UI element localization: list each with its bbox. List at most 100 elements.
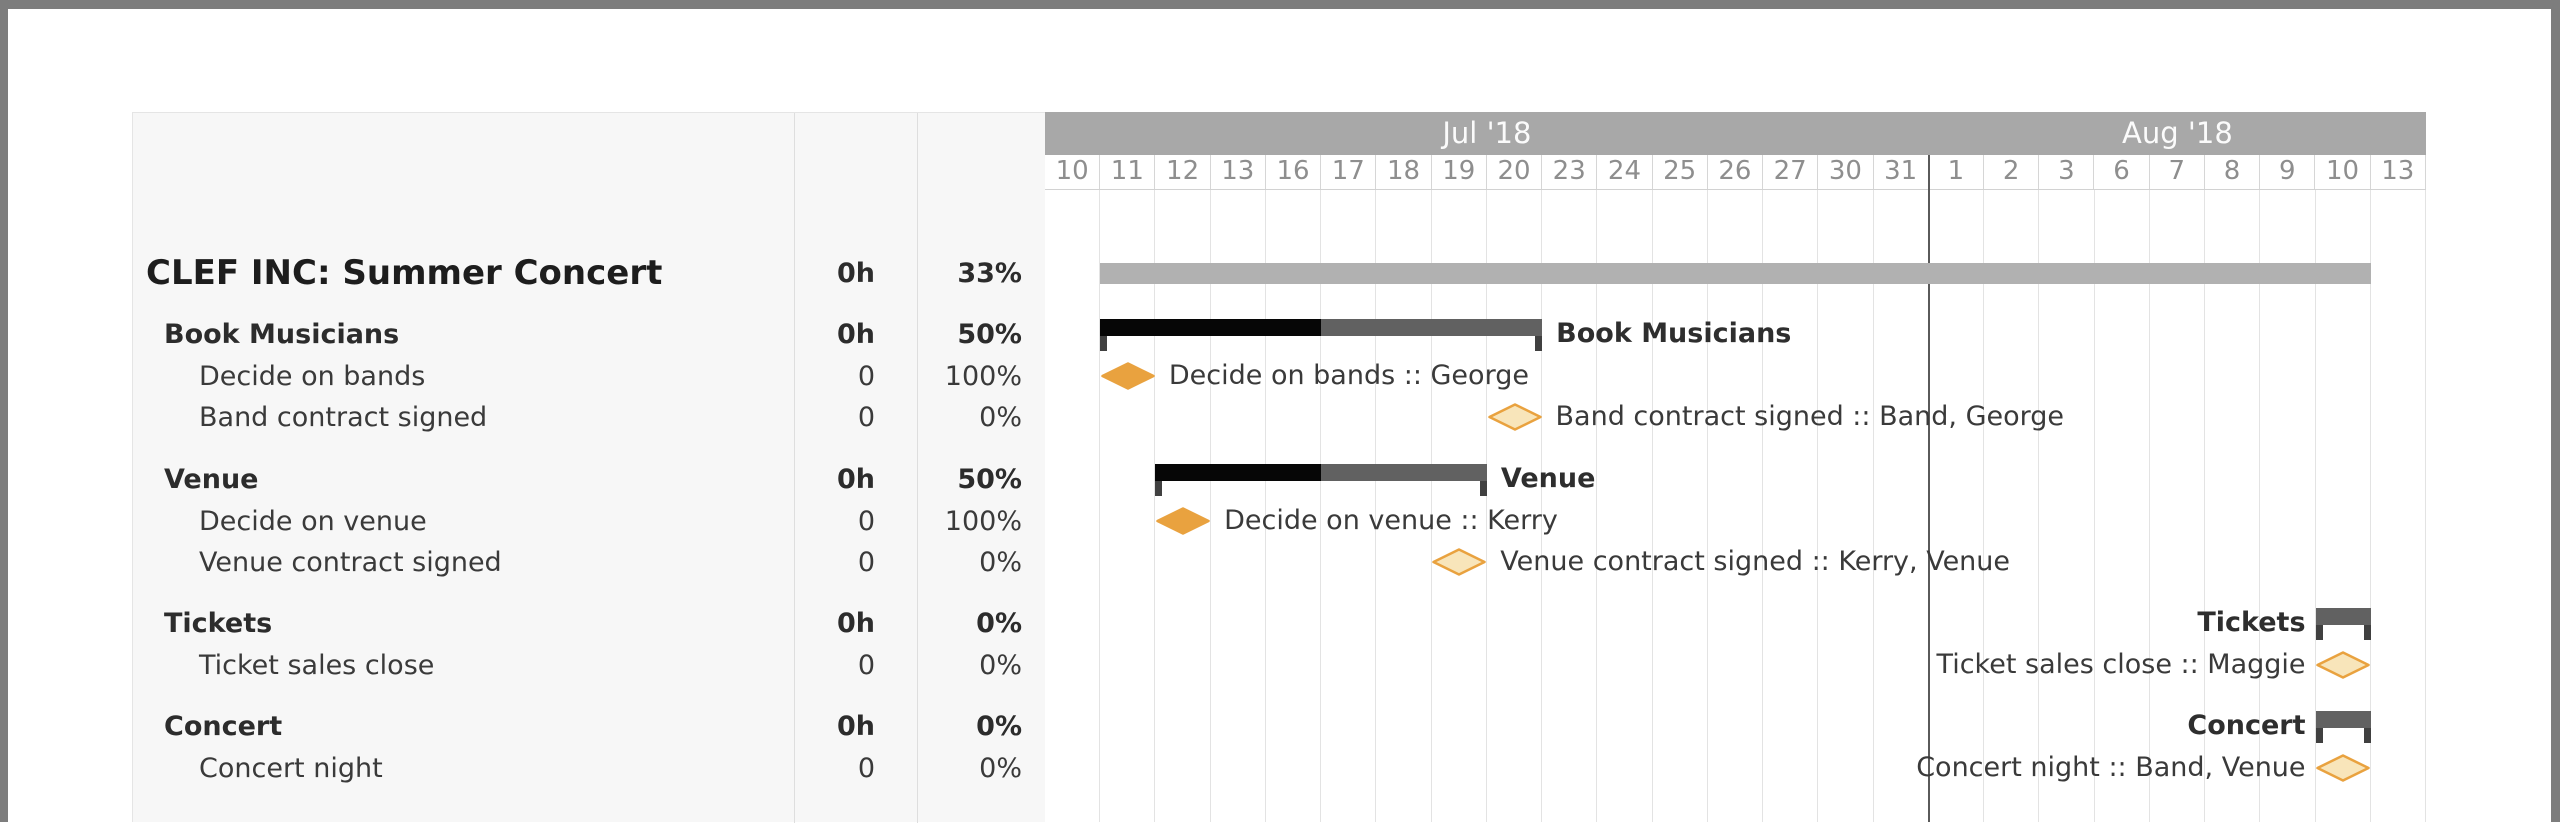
milestone-diamond-icon <box>1432 548 1487 576</box>
grid-line <box>1485 190 1487 822</box>
grid-line <box>1430 190 1432 822</box>
grid-line <box>1375 190 1377 822</box>
day-header-cell: 25 <box>1653 155 1708 189</box>
task-hours-book-musicians[interactable]: 0h <box>836 319 875 351</box>
gantt-chart: Jul '18 Aug '18 10 11 12 13 16 17 18 19 20 23 24 25 2… <box>1045 112 2426 822</box>
task-name-clef-inc-summer-concert[interactable]: CLEF INC: Summer Concert <box>146 253 663 294</box>
summary-bar-left-leg <box>2315 624 2323 640</box>
day-header-cell: 2 <box>1984 155 2040 189</box>
month-header-jul-18: Jul '18 <box>1045 112 1929 155</box>
task-name-band-contract-signed[interactable]: Band contract signed <box>199 402 488 434</box>
project-summary-bar[interactable] <box>1100 262 2371 284</box>
task-name-ticket-sales-close[interactable]: Ticket sales close <box>199 649 435 681</box>
group-bar-label-concert: Concert <box>2187 710 2306 741</box>
milestone-decide-on-bands[interactable] <box>1101 361 1155 390</box>
day-header-cell: 30 <box>1818 155 1874 189</box>
task-percent-tickets[interactable]: 0% <box>976 608 1022 640</box>
grid-line <box>2369 190 2371 822</box>
day-header-cell: 18 <box>1376 155 1432 189</box>
milestone-label-band-contract-signed: Band contract signed :: Band, George <box>1555 401 2064 433</box>
grid-line <box>2148 190 2150 822</box>
task-percent-band-contract-signed[interactable]: 0% <box>979 402 1022 434</box>
milestone-label-decide-on-venue: Decide on venue :: Kerry <box>1224 504 1558 536</box>
group-bar-label-book-musicians: Book Musicians <box>1556 318 1792 349</box>
milestone-venue-contract-signed[interactable] <box>1432 548 1487 576</box>
milestone-label-venue-contract-signed: Venue contract signed :: Kerry, Venue <box>1500 546 2011 578</box>
task-name-concert-night[interactable]: Concert night <box>199 752 383 784</box>
column-separator-hours <box>794 113 795 823</box>
task-name-venue[interactable]: Venue <box>164 464 259 496</box>
project-gantt-panel: CLEF INC: Summer Concert 0h 33% Book Musici… <box>132 112 2426 823</box>
day-header-cell: 23 <box>1542 155 1598 189</box>
summary-bar-base <box>2315 710 2371 728</box>
milestone-label-concert-night: Concert night :: Band, Venue <box>1916 751 2306 783</box>
task-name-tickets[interactable]: Tickets <box>164 608 273 640</box>
task-percent-ticket-sales-close[interactable]: 0% <box>979 649 1022 681</box>
table-row-clef-inc-summer-concert: CLEF INC: Summer Concert 0h 33% <box>133 253 1046 295</box>
task-percent-decide-on-venue[interactable]: 100% <box>944 505 1022 537</box>
milestone-diamond-icon <box>1156 506 1210 535</box>
task-name-venue-contract-signed[interactable]: Venue contract signed <box>199 547 502 579</box>
task-percent-decide-on-bands[interactable]: 100% <box>944 360 1022 392</box>
grid-line <box>1154 190 1156 822</box>
summary-bar-left-leg <box>1155 480 1163 496</box>
table-row-concert: Concert 0h 0% <box>133 706 1046 748</box>
task-name-decide-on-bands[interactable]: Decide on bands <box>199 360 426 392</box>
task-name-decide-on-venue[interactable]: Decide on venue <box>199 505 427 537</box>
task-name-concert[interactable]: Concert <box>164 711 283 743</box>
task-hours-venue-contract-signed[interactable]: 0 <box>857 547 875 579</box>
month-header-row: Jul '18 Aug '18 <box>1045 112 2426 155</box>
task-percent-book-musicians[interactable]: 50% <box>957 319 1022 351</box>
day-header-cell: 3 <box>2039 155 2095 189</box>
milestone-diamond-icon <box>2316 753 2370 782</box>
day-header-cell: 26 <box>1708 155 1764 189</box>
day-header-cell: 9 <box>2260 155 2316 189</box>
table-row-venue: Venue 0h 50% <box>133 459 1046 501</box>
task-percent-concert[interactable]: 0% <box>976 711 1022 743</box>
group-summary-bar-venue[interactable] <box>1155 463 1487 496</box>
grid-line <box>1651 190 1653 822</box>
grid-line <box>1596 190 1598 822</box>
milestone-decide-on-venue[interactable] <box>1156 506 1210 535</box>
task-hours-decide-on-venue[interactable]: 0 <box>857 505 875 537</box>
grid-line <box>1706 190 1708 822</box>
summary-bar-base <box>2315 607 2371 625</box>
day-header-cell: 10 <box>1045 155 1101 189</box>
task-name-book-musicians[interactable]: Book Musicians <box>164 319 400 351</box>
task-hours-concert[interactable]: 0h <box>836 711 875 743</box>
milestone-band-contract-signed[interactable] <box>1487 403 1542 431</box>
task-hours-ticket-sales-close[interactable]: 0 <box>857 649 875 681</box>
grid-line <box>2093 190 2095 822</box>
task-hours-decide-on-bands[interactable]: 0 <box>857 360 875 392</box>
milestone-concert-night[interactable] <box>2316 753 2370 782</box>
task-percent-concert-night[interactable]: 0% <box>979 752 1022 784</box>
day-header-cell: 17 <box>1321 155 1377 189</box>
day-header-cell: 1 <box>1929 155 1984 189</box>
grid-line <box>1872 190 1874 822</box>
day-header-cell: 8 <box>2205 155 2261 189</box>
task-hours-tickets[interactable]: 0h <box>836 608 875 640</box>
month-header-aug-18: Aug '18 <box>1928 112 2426 155</box>
grid-line <box>1099 190 1101 822</box>
group-summary-bar-tickets[interactable] <box>2315 607 2371 640</box>
task-percent-venue-contract-signed[interactable]: 0% <box>979 547 1022 579</box>
milestone-ticket-sales-close[interactable] <box>2316 650 2370 679</box>
grid-line <box>1209 190 1211 822</box>
task-hours-clef-inc-summer-concert[interactable]: 0h <box>836 258 875 290</box>
task-percent-venue[interactable]: 50% <box>957 464 1022 496</box>
table-row-ticket-sales-close: Ticket sales close 0 0% <box>133 645 1046 687</box>
grid-line <box>1320 190 1322 822</box>
group-summary-bar-book-musicians[interactable] <box>1100 318 1543 351</box>
task-hours-concert-night[interactable]: 0 <box>857 752 875 784</box>
summary-bar-left-leg <box>2315 727 2323 743</box>
day-header-cell: 13 <box>1211 155 1266 189</box>
summary-bar-progress <box>1155 463 1322 481</box>
group-summary-bar-concert[interactable] <box>2315 710 2371 743</box>
milestone-label-decide-on-bands: Decide on bands :: George <box>1168 359 1529 391</box>
milestone-label-ticket-sales-close: Ticket sales close :: Maggie <box>1936 648 2306 680</box>
task-percent-clef-inc-summer-concert[interactable]: 33% <box>957 258 1022 290</box>
task-hours-venue[interactable]: 0h <box>836 464 875 496</box>
frame-top <box>0 0 2560 9</box>
day-header-cell: 7 <box>2150 155 2205 189</box>
task-hours-band-contract-signed[interactable]: 0 <box>857 402 875 434</box>
